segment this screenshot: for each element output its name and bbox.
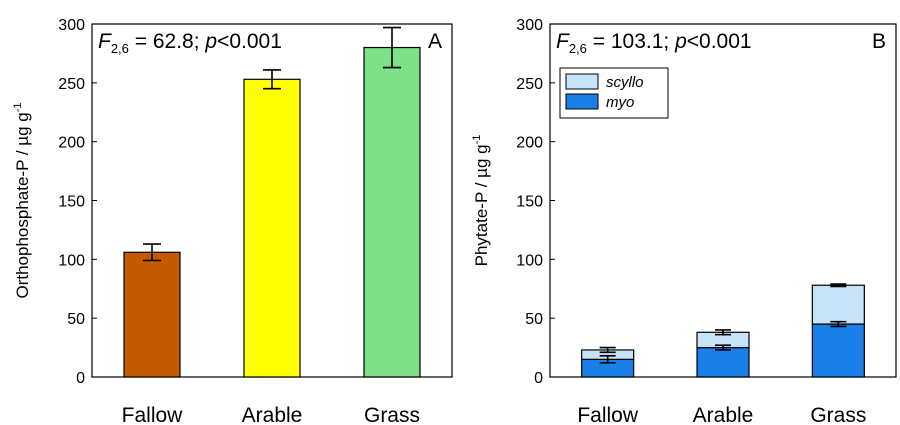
- x-tick-label: Fallow: [122, 404, 184, 425]
- x-tick-label: Fallow: [577, 404, 639, 425]
- bar-fallow: [124, 252, 180, 377]
- panel-a: 0 50 100 150 200 250 300 Orthophosphate-P / µg …: [12, 17, 452, 425]
- y-axis-label-text: Phytate-P / µg g: [472, 144, 491, 266]
- stat-f-subscript: 2,6: [569, 41, 587, 56]
- legend-label-myo: myo: [606, 94, 634, 111]
- y-tick-label: 200: [58, 135, 85, 152]
- stat-p-symbol: p: [204, 30, 217, 53]
- y-tick-label: 0: [534, 370, 543, 387]
- stat-f-value: = 103.1;: [587, 30, 675, 53]
- y-tick-label: 250: [516, 76, 543, 93]
- panel-b: 0 50 100 150 200 250 300 Phytate-P / µg g-1 Fall…: [471, 17, 896, 425]
- y-tick-label: 150: [516, 194, 543, 211]
- y-axis-label: Orthophosphate-P / µg g-1: [12, 103, 32, 299]
- y-tick-label: 300: [58, 17, 85, 34]
- bar-arable-myo: [697, 348, 749, 377]
- y-tick-label: 0: [76, 370, 85, 387]
- panel-label: B: [872, 30, 886, 53]
- panel-label: A: [428, 30, 442, 53]
- stat-p-value: <0.001: [217, 30, 282, 53]
- bar-arable: [244, 79, 300, 377]
- stat-p-value: <0.001: [687, 30, 752, 53]
- y-axis-label-superscript: -1: [471, 135, 483, 145]
- stat-annotation: F2,6 = 62.8; p<0.001: [98, 30, 282, 56]
- y-tick-label: 50: [525, 311, 543, 328]
- x-tick-label: Arable: [242, 404, 303, 425]
- y-tick-label: 100: [58, 252, 85, 269]
- legend-swatch-scyllo: [566, 74, 598, 89]
- x-tick-label: Arable: [693, 404, 754, 425]
- y-tick-label: 300: [516, 17, 543, 34]
- y-axis-label-superscript: -1: [12, 103, 24, 113]
- y-tick-label: 250: [58, 76, 85, 93]
- stat-f-subscript: 2,6: [111, 41, 129, 56]
- bar-grass: [364, 48, 420, 377]
- x-tick-label: Grass: [364, 404, 420, 425]
- y-tick-label: 200: [516, 135, 543, 152]
- stat-annotation: F2,6 = 103.1; p<0.001: [556, 30, 752, 56]
- legend-swatch-myo: [566, 94, 598, 109]
- y-tick-label: 100: [516, 252, 543, 269]
- x-tick-label: Grass: [810, 404, 866, 425]
- legend-label-scyllo: scyllo: [606, 74, 644, 91]
- y-axis-label-text: Orthophosphate-P / µg g: [13, 112, 32, 298]
- y-tick-label: 50: [67, 311, 85, 328]
- stat-p-symbol: p: [674, 30, 687, 53]
- y-tick-label: 150: [58, 194, 85, 211]
- bar-grass-myo: [812, 324, 864, 377]
- bar-grass-scyllo: [812, 285, 864, 324]
- y-axis-label: Phytate-P / µg g-1: [471, 135, 491, 267]
- stat-f-value: = 62.8;: [129, 30, 205, 53]
